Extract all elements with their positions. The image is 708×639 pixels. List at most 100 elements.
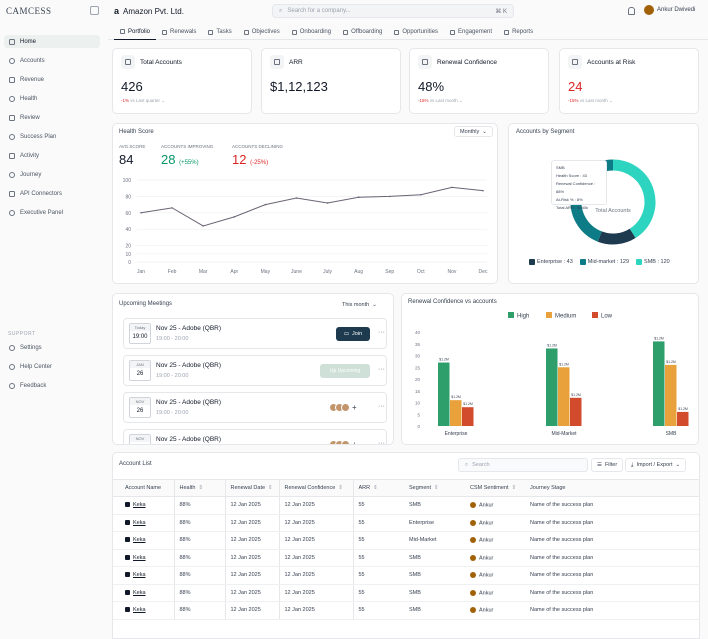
sort-icon[interactable]: ⇕ — [511, 485, 517, 491]
import-export-button[interactable]: ⤓ Import / Export ⌄ — [625, 458, 687, 472]
more-options-icon[interactable]: ··· — [378, 366, 385, 373]
sidebar-item-help-center[interactable]: Help Center — [4, 360, 100, 373]
tab-opportunities[interactable]: Opportunities — [388, 24, 444, 40]
attendee-avatars[interactable]: + — [329, 440, 357, 445]
bar-low[interactable] — [570, 397, 582, 426]
bell-icon[interactable] — [628, 7, 635, 15]
sidebar-item-review[interactable]: Review — [4, 111, 100, 124]
table-row[interactable]: Keka 88% 12 Jan 2025 12 Jan 2025 55 SMB Ankur N… — [113, 584, 699, 602]
more-options-icon[interactable]: ··· — [378, 403, 385, 410]
sidebar-item-revenue[interactable]: Revenue — [4, 73, 100, 86]
column-header[interactable]: Journey Stage — [525, 479, 699, 497]
table-cell[interactable]: Keka — [113, 514, 174, 532]
meetings-period-dropdown[interactable]: This month ⌄ — [337, 299, 382, 310]
table-row[interactable]: Keka 88% 12 Jan 2025 12 Jan 2025 55 SMB Ankur N… — [113, 566, 699, 585]
add-attendee-icon[interactable]: + — [352, 440, 357, 445]
donut-slice-enterprise[interactable] — [597, 228, 636, 245]
column-header[interactable]: ARR ⇕ — [352, 479, 404, 497]
table-cell[interactable]: Keka — [113, 566, 174, 585]
column-header[interactable]: Renewal Date ⇕ — [224, 479, 279, 497]
bar-high[interactable] — [653, 341, 665, 426]
account-name-link[interactable]: Keka — [133, 572, 146, 579]
kpi-title: ARR — [289, 59, 303, 66]
tab-objectives[interactable]: Objectives — [238, 24, 286, 40]
tab-reports[interactable]: Reports — [498, 24, 539, 40]
bar-low[interactable] — [462, 407, 474, 426]
sort-icon[interactable]: ⇕ — [373, 485, 378, 491]
bar-high[interactable] — [438, 362, 450, 426]
bar-medium[interactable] — [450, 400, 462, 426]
table-row[interactable]: Keka 88% 12 Jan 2025 12 Jan 2025 55 SMB Ankur N… — [113, 549, 699, 567]
attendee-avatars[interactable]: + — [329, 403, 357, 412]
table-cell[interactable]: Keka — [113, 584, 174, 602]
more-options-icon[interactable]: ··· — [378, 329, 385, 336]
table-row[interactable]: Keka 88% 12 Jan 2025 12 Jan 2025 55 SMB Ankur N… — [113, 496, 699, 515]
column-header[interactable]: Renewal Confidence ⇕ — [278, 479, 353, 497]
upcoming-button[interactable]: Up Upcoming — [320, 364, 370, 378]
sidebar-item-health[interactable]: Health — [4, 92, 100, 105]
sort-icon[interactable]: ⇕ — [198, 485, 204, 491]
account-name-link[interactable]: Keka — [133, 537, 146, 544]
table-row[interactable]: Keka 88% 12 Jan 2025 12 Jan 2025 55 Enterpris… — [113, 514, 699, 532]
sidebar-item-settings[interactable]: Settings — [4, 341, 100, 354]
renewal-card: Renewal Confidence vs accounts High Mediu… — [401, 293, 699, 445]
bar-low[interactable] — [677, 411, 689, 426]
sidebar-collapse-icon[interactable] — [90, 6, 99, 15]
more-options-icon[interactable]: ··· — [378, 440, 385, 445]
segment-tooltip: SMB Health Score : 43 Renewal Confidence… — [551, 160, 607, 210]
sidebar-item-home[interactable]: Home — [4, 35, 100, 48]
tab-renewals[interactable]: Renewals — [156, 24, 202, 40]
sidebar-item-activity[interactable]: Activity — [4, 149, 100, 162]
account-name-link[interactable]: Keka — [133, 554, 146, 561]
join-button[interactable]: ▭ Join — [336, 327, 370, 341]
column-header[interactable]: Segment ⇕ — [404, 479, 465, 497]
sidebar-item-accounts[interactable]: Accounts — [4, 54, 100, 67]
account-name-link[interactable]: Keka — [133, 607, 146, 614]
column-header[interactable]: Account Name — [113, 479, 174, 497]
sidebar-item-success-plan[interactable]: Success Plan — [4, 130, 100, 143]
tab-engagement[interactable]: Engagement — [444, 24, 498, 40]
bar-high[interactable] — [546, 348, 558, 426]
donut-slice-smb[interactable] — [612, 159, 656, 239]
tab-onboarding[interactable]: Onboarding — [286, 24, 337, 40]
column-header-label: Renewal Date — [230, 485, 266, 491]
bar-value-label: $1.2M — [666, 360, 676, 364]
meeting-time: 19:00 - 20:00 — [156, 410, 189, 416]
sidebar-item-label: Help Center — [20, 363, 53, 370]
sidebar-item-journey[interactable]: Journey — [4, 168, 100, 181]
filter-button[interactable]: ☰ Filter — [591, 458, 624, 472]
tab-tasks[interactable]: Tasks — [202, 24, 237, 40]
table-cell[interactable]: Keka — [113, 531, 174, 550]
tab-portfolio[interactable]: Portfolio — [114, 24, 157, 40]
table-search-input[interactable]: ⌕ Search — [458, 458, 588, 472]
add-attendee-icon[interactable]: + — [352, 403, 357, 412]
account-name-link[interactable]: Keka — [133, 502, 146, 509]
company-search-input[interactable]: ⌕ Search for a company... ⌘ K — [272, 4, 514, 18]
bar-value-label: $1.2M — [439, 358, 449, 362]
table-cell[interactable]: Keka — [113, 496, 174, 515]
bar-medium[interactable] — [558, 367, 570, 426]
sidebar-item-api-connectors[interactable]: API Connectors — [4, 187, 100, 200]
column-header[interactable]: CSM Sentiment ⇕ — [465, 479, 525, 497]
sort-icon[interactable]: ⇕ — [434, 485, 439, 491]
sidebar-item-feedback[interactable]: Feedback — [4, 379, 100, 392]
account-name-link[interactable]: Keka — [133, 519, 146, 526]
table-cell[interactable]: Keka — [113, 601, 174, 620]
meeting-item[interactable]: JAN 26 Nov 25 - Adobe (QBR) 19:00 - 20:00 Up… — [123, 355, 387, 386]
user-menu[interactable]: Ankur Dwivedi — [644, 5, 695, 15]
company-selector[interactable]: a Amazon Pvt. Ltd. — [114, 6, 184, 16]
table-row[interactable]: Keka 88% 12 Jan 2025 12 Jan 2025 55 SMB Ankur N… — [113, 601, 699, 620]
sort-icon[interactable]: ⇕ — [268, 485, 273, 491]
bar-medium[interactable] — [665, 364, 677, 426]
sidebar-item-executive-panel[interactable]: Executive Panel — [4, 206, 100, 219]
table-row[interactable]: Keka 88% 12 Jan 2025 12 Jan 2025 55 Mid-Marke… — [113, 531, 699, 550]
meeting-item[interactable]: Today 19:00 Nov 25 - Adobe (QBR) 19:00 - 20… — [123, 318, 387, 349]
column-header[interactable]: Health ⇕ — [173, 479, 225, 497]
table-cell[interactable]: Keka — [113, 549, 174, 567]
account-name-link[interactable]: Keka — [133, 589, 146, 596]
sort-icon[interactable]: ⇕ — [338, 485, 343, 491]
health-period-dropdown[interactable]: Monthly ⌄ — [454, 126, 493, 137]
tab-offboarding[interactable]: Offboarding — [337, 24, 388, 40]
